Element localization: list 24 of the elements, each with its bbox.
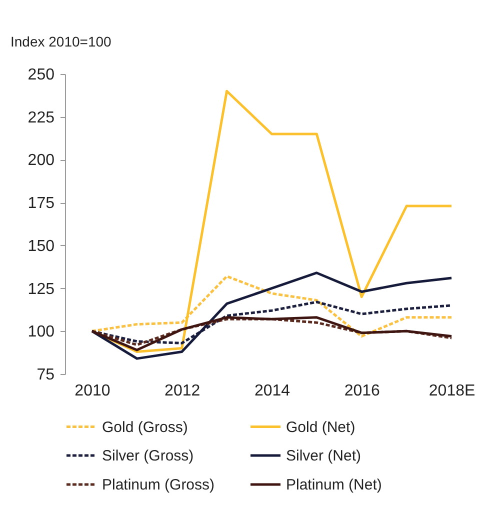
y-tick-label: 125 bbox=[28, 280, 55, 298]
x-tick-label: 2016 bbox=[344, 382, 380, 400]
y-tick-label: 100 bbox=[28, 324, 55, 341]
x-tick-label: 2018E bbox=[428, 382, 476, 400]
line-series bbox=[90, 316, 453, 352]
y-tick-label: 225 bbox=[28, 109, 55, 126]
x-tick-label: 2014 bbox=[254, 382, 290, 400]
legend-label: Silver (Net) bbox=[286, 448, 362, 464]
legend-label: Platinum (Gross) bbox=[102, 476, 215, 494]
legend-label: Gold (Net) bbox=[286, 418, 356, 436]
x-tick-label: 2012 bbox=[164, 382, 200, 400]
y-tick-label: 75 bbox=[36, 366, 55, 384]
line-series bbox=[90, 272, 453, 360]
y-tick-label: 250 bbox=[28, 66, 55, 84]
legend-label: Gold (Gross) bbox=[102, 418, 188, 436]
x-tick-label: 2010 bbox=[74, 382, 110, 400]
y-tick-label: 175 bbox=[28, 195, 55, 212]
y-axis-title: Index 2010=100 bbox=[10, 34, 112, 50]
line-series bbox=[90, 318, 453, 346]
y-tick-label: 200 bbox=[28, 152, 55, 170]
line-series bbox=[90, 275, 453, 338]
y-tick-label: 150 bbox=[28, 238, 55, 255]
legend-label: Platinum (Net) bbox=[286, 476, 382, 494]
legend-label: Silver (Gross) bbox=[102, 448, 194, 464]
